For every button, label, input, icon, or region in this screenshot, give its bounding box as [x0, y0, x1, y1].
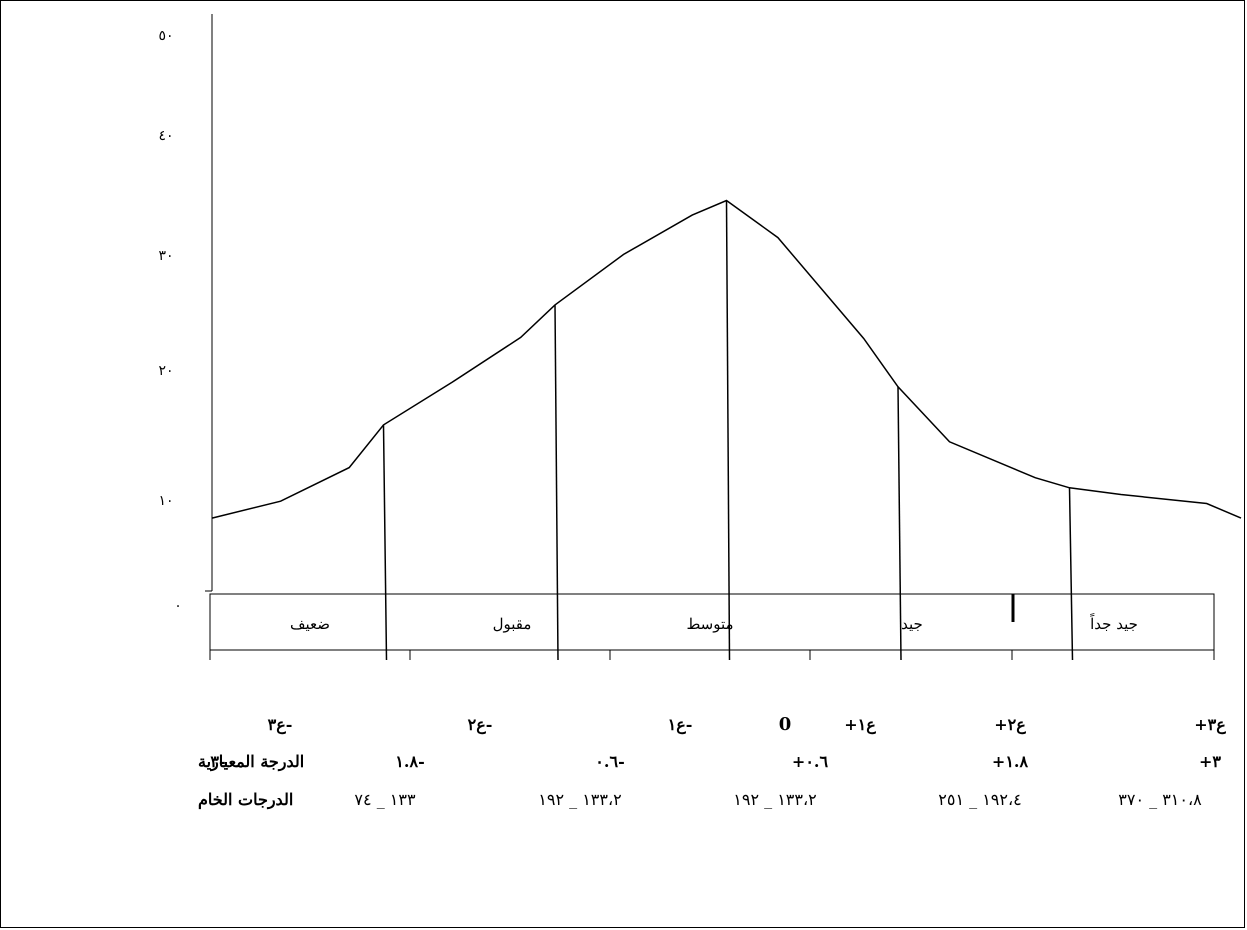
y-tick-label: ٥٠ [158, 28, 173, 44]
divider-line [725, 200, 731, 661]
raw-score-value: ٣١٠،٨ _ ٣٧٠ [1118, 790, 1202, 809]
divider-line [1068, 487, 1074, 661]
raw-score-value: ١٣٣،٢ _ ١٩٢ [538, 790, 622, 809]
category-label: مقبول [493, 615, 532, 633]
divider-line [897, 386, 902, 661]
standard-score-value: -١.٨ [395, 752, 424, 771]
standard-score-value: -٣ [210, 752, 225, 771]
divider-line [382, 424, 388, 661]
standard-score-value: ٠.٦+ [792, 752, 829, 771]
sigma-label: 0 [779, 714, 792, 735]
standard-score-value: ٣+ [1199, 752, 1221, 771]
y-tick-label: ١٠ [158, 493, 173, 509]
standard-score-value: ١.٨+ [992, 752, 1029, 771]
category-label: متوسط [686, 615, 733, 633]
bottom-axis [209, 649, 1215, 660]
raw-score-value: ١٩٢،٤ _ ٢٥١ [938, 790, 1022, 809]
y-tick-label: ٢٠ [158, 363, 173, 379]
sigma-label: -ع١ [668, 715, 693, 735]
y-tick-label: ٤٠ [158, 128, 173, 144]
y-tick-label: ٣٠ [158, 248, 173, 264]
sigma-label: ع١+ [844, 715, 876, 735]
raw-score-label: الدرجات الخام [198, 790, 293, 810]
sigma-label: ع٢+ [994, 715, 1026, 735]
standard-score-label: الدرجة المعيارية [198, 752, 304, 772]
raw-score-value: ١٣٣ _ ٧٤ [354, 790, 416, 809]
sigma-label: ع٣+ [1194, 715, 1226, 735]
standard-score-value: -٠.٦ [595, 752, 624, 771]
sigma-label: -ع٢ [468, 715, 493, 735]
category-label: جيد [901, 615, 923, 633]
y-tick-label: ٠ [174, 598, 182, 614]
raw-score-value: ١٣٣،٢ _ ١٩٢ [733, 790, 817, 809]
sigma-label: -ع٣ [268, 715, 293, 735]
divider-line [554, 304, 559, 661]
category-label: جيد جداً [1089, 613, 1137, 633]
category-label: ضعيف [290, 615, 330, 633]
